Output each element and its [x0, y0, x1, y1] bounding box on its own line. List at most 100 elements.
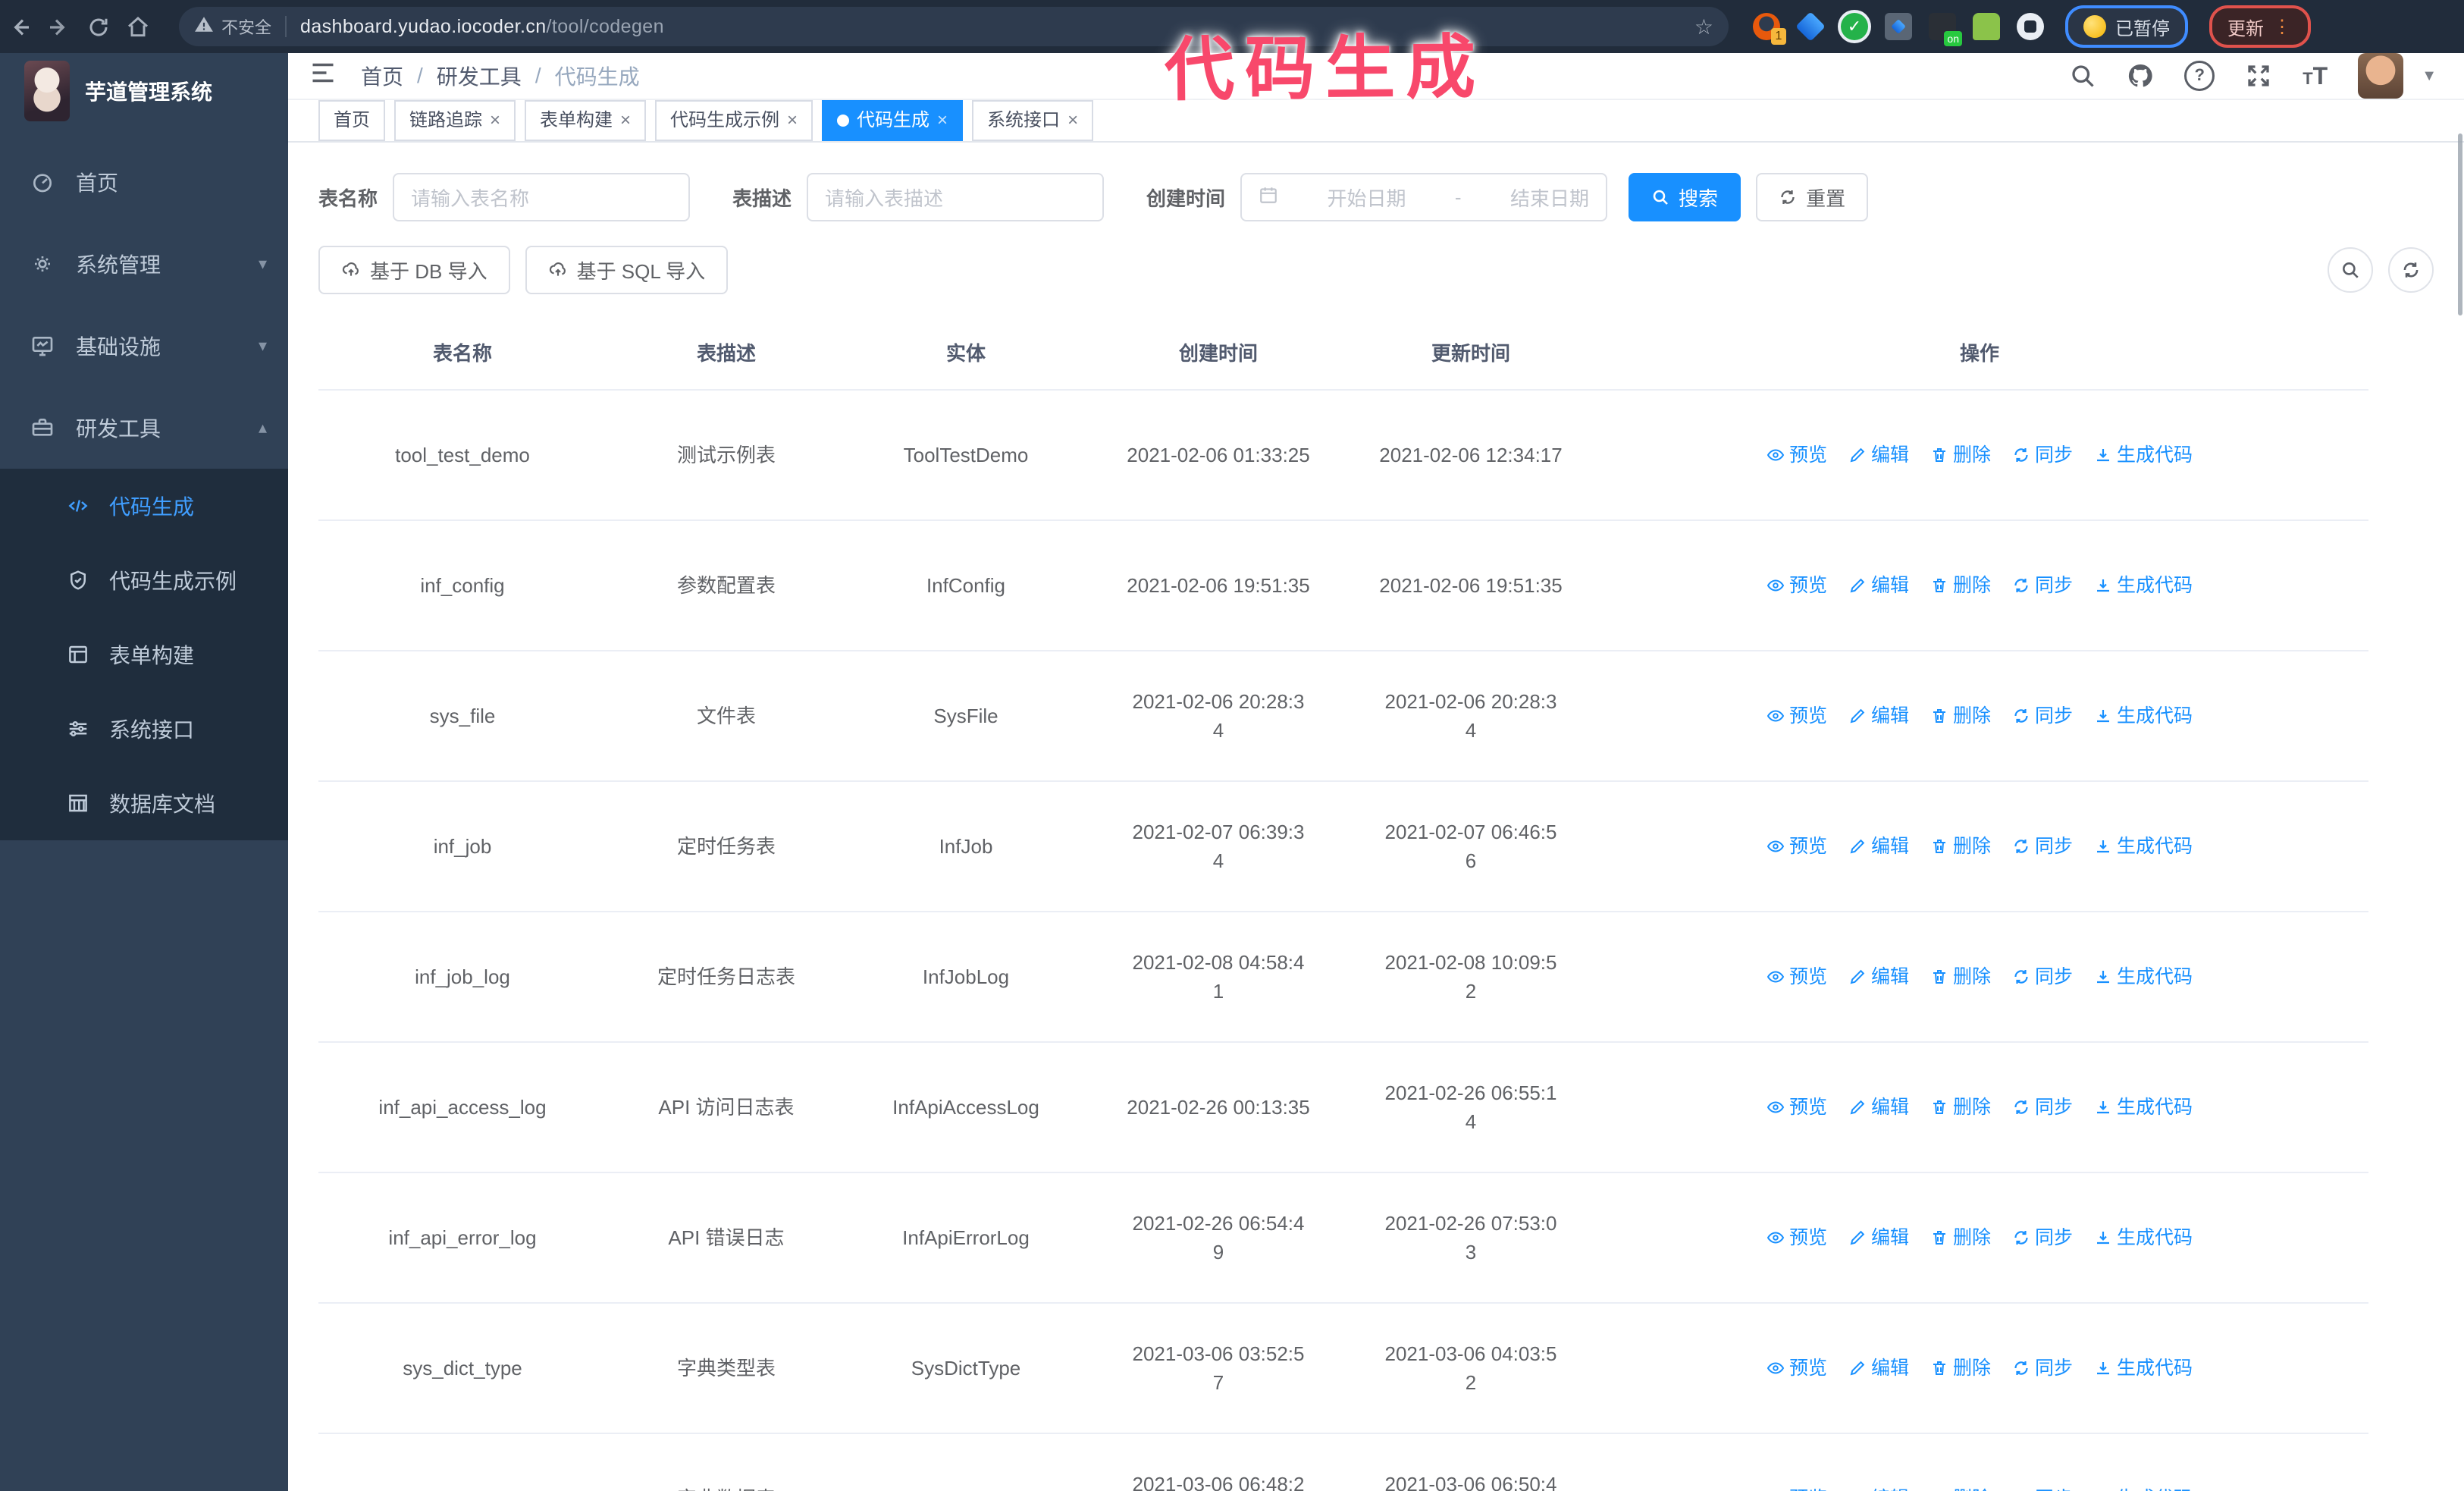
home-icon[interactable]	[118, 0, 158, 53]
reload-icon[interactable]	[79, 0, 118, 53]
preview-link[interactable]: 预览	[1766, 702, 1827, 730]
toggle-search-button[interactable]	[2328, 247, 2373, 293]
generate-code-link[interactable]: 生成代码	[2094, 1093, 2193, 1122]
extension-icon[interactable]: 1	[1753, 13, 1786, 45]
delete-link[interactable]: 删除	[1930, 962, 1991, 991]
preview-link[interactable]: 预览	[1766, 1484, 1827, 1491]
tag[interactable]: 系统接口 ×	[972, 100, 1094, 141]
generate-code-link[interactable]: 生成代码	[2094, 441, 2193, 469]
reset-button[interactable]: 重置	[1756, 173, 1869, 221]
delete-link[interactable]: 删除	[1930, 1354, 1991, 1383]
update-badge[interactable]: 更新 ⋮	[2209, 5, 2311, 48]
generate-code-link[interactable]: 生成代码	[2094, 1484, 2193, 1491]
edit-link[interactable]: 编辑	[1848, 571, 1909, 600]
sidebar-item-system[interactable]: 系统管理 ▾	[0, 223, 288, 305]
close-icon[interactable]: ×	[1067, 110, 1079, 130]
date-range-input[interactable]: 开始日期 - 结束日期	[1240, 173, 1608, 221]
sidebar-item-devtools[interactable]: 研发工具 ▴	[0, 387, 288, 469]
table-name-input[interactable]: 请输入表名称	[393, 173, 691, 221]
search-icon[interactable]	[2069, 62, 2096, 89]
tag[interactable]: 表单构建 ×	[525, 100, 647, 141]
generate-code-link[interactable]: 生成代码	[2094, 571, 2193, 600]
delete-link[interactable]: 删除	[1930, 1484, 1991, 1491]
edit-link[interactable]: 编辑	[1848, 1484, 1909, 1491]
close-icon[interactable]: ×	[937, 110, 948, 130]
extension-icon[interactable]: ✓	[1841, 13, 1868, 40]
start-date-placeholder[interactable]: 开始日期	[1327, 187, 1406, 210]
github-icon[interactable]	[2127, 62, 2154, 89]
edit-link[interactable]: 编辑	[1848, 1093, 1909, 1122]
close-icon[interactable]: ×	[620, 110, 632, 130]
preview-link[interactable]: 预览	[1766, 1093, 1827, 1122]
end-date-placeholder[interactable]: 结束日期	[1510, 187, 1590, 210]
edit-link[interactable]: 编辑	[1848, 441, 1909, 469]
bookmark-star-icon[interactable]: ☆	[1694, 14, 1713, 39]
sidebar-item-system-api[interactable]: 系统接口	[0, 692, 288, 766]
sync-link[interactable]: 同步	[2012, 962, 2073, 991]
delete-link[interactable]: 删除	[1930, 571, 1991, 600]
table-desc-input[interactable]: 请输入表描述	[807, 173, 1105, 221]
preview-link[interactable]: 预览	[1766, 832, 1827, 861]
sync-link[interactable]: 同步	[2012, 1354, 2073, 1383]
back-icon[interactable]	[0, 0, 39, 53]
tag[interactable]: 代码生成 ×	[822, 100, 964, 141]
preview-link[interactable]: 预览	[1766, 571, 1827, 600]
tag[interactable]: 首页	[318, 100, 385, 141]
edit-link[interactable]: 编辑	[1848, 1223, 1909, 1252]
delete-link[interactable]: 删除	[1930, 441, 1991, 469]
sync-link[interactable]: 同步	[2012, 832, 2073, 861]
forward-icon[interactable]	[39, 0, 79, 53]
extension-icon[interactable]	[1795, 11, 1826, 42]
extensions-puzzle-icon[interactable]	[2017, 13, 2044, 40]
sync-link[interactable]: 同步	[2012, 571, 2073, 600]
delete-link[interactable]: 删除	[1930, 1093, 1991, 1122]
tag[interactable]: 链路追踪 ×	[394, 100, 516, 141]
avatar[interactable]	[2358, 53, 2404, 99]
address-bar[interactable]: 不安全 dashboard.yudao.iocoder.cn/tool/code…	[179, 7, 1729, 46]
preview-link[interactable]: 预览	[1766, 1354, 1827, 1383]
generate-code-link[interactable]: 生成代码	[2094, 962, 2193, 991]
hamburger-icon[interactable]	[309, 59, 337, 93]
sync-link[interactable]: 同步	[2012, 441, 2073, 469]
help-icon[interactable]: ?	[2184, 61, 2215, 91]
import-db-button[interactable]: 基于 DB 导入	[318, 246, 510, 294]
paused-badge[interactable]: 已暂停	[2065, 5, 2188, 48]
tag[interactable]: 代码生成示例 ×	[655, 100, 813, 141]
sync-link[interactable]: 同步	[2012, 702, 2073, 730]
generate-code-link[interactable]: 生成代码	[2094, 1223, 2193, 1252]
close-icon[interactable]: ×	[490, 110, 501, 130]
sidebar-item-infrastructure[interactable]: 基础设施 ▾	[0, 305, 288, 387]
window-scrollbar[interactable]	[2458, 133, 2462, 315]
sidebar-item-home[interactable]: 首页	[0, 141, 288, 223]
sidebar-item-codegen[interactable]: 代码生成	[0, 469, 288, 543]
sidebar-item-db-doc[interactable]: 数据库文档	[0, 766, 288, 840]
preview-link[interactable]: 预览	[1766, 962, 1827, 991]
extension-icon[interactable]	[1973, 13, 2000, 40]
generate-code-link[interactable]: 生成代码	[2094, 832, 2193, 861]
edit-link[interactable]: 编辑	[1848, 962, 1909, 991]
sidebar-item-codegen-example[interactable]: 代码生成示例	[0, 543, 288, 617]
edit-link[interactable]: 编辑	[1848, 1354, 1909, 1383]
extension-icon[interactable]: on	[1929, 13, 1962, 46]
fullscreen-icon[interactable]	[2245, 62, 2272, 89]
breadcrumb-home[interactable]: 首页	[361, 65, 404, 89]
preview-link[interactable]: 预览	[1766, 441, 1827, 469]
generate-code-link[interactable]: 生成代码	[2094, 1354, 2193, 1383]
extension-icon[interactable]	[1885, 13, 1912, 40]
sync-link[interactable]: 同步	[2012, 1093, 2073, 1122]
close-icon[interactable]: ×	[787, 110, 798, 130]
edit-link[interactable]: 编辑	[1848, 832, 1909, 861]
delete-link[interactable]: 删除	[1930, 1223, 1991, 1252]
delete-link[interactable]: 删除	[1930, 702, 1991, 730]
refresh-table-button[interactable]	[2388, 247, 2434, 293]
app-logo-row[interactable]: 芋道管理系统	[0, 53, 288, 129]
preview-link[interactable]: 预览	[1766, 1223, 1827, 1252]
sidebar-item-form-builder[interactable]: 表单构建	[0, 617, 288, 692]
edit-link[interactable]: 编辑	[1848, 702, 1909, 730]
import-sql-button[interactable]: 基于 SQL 导入	[525, 246, 729, 294]
breadcrumb-devtools[interactable]: 研发工具	[436, 65, 522, 89]
delete-link[interactable]: 删除	[1930, 832, 1991, 861]
search-button[interactable]: 搜索	[1629, 173, 1741, 221]
sync-link[interactable]: 同步	[2012, 1484, 2073, 1491]
sync-link[interactable]: 同步	[2012, 1223, 2073, 1252]
